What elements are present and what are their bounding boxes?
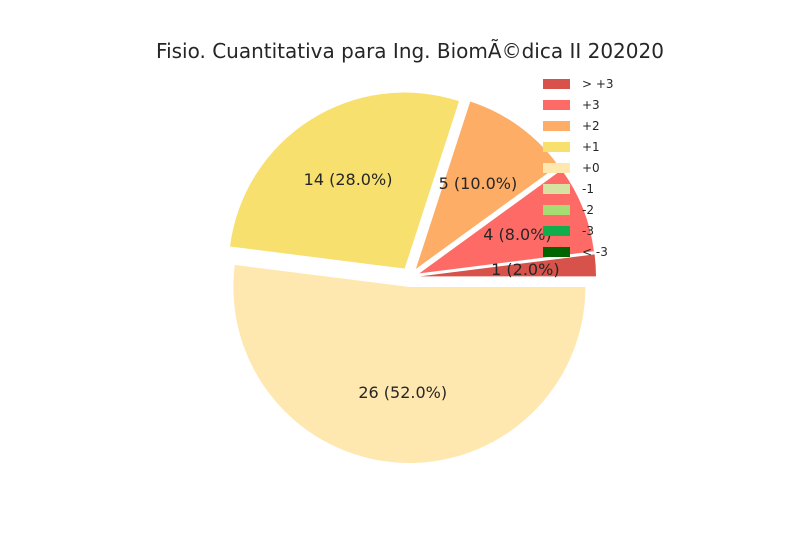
legend-swatch-3 bbox=[543, 142, 570, 152]
legend-swatch-2 bbox=[543, 121, 570, 131]
legend-swatch-8 bbox=[543, 247, 570, 257]
legend-label-6: -2 bbox=[582, 203, 594, 217]
slice-label-1: 4 (8.0%) bbox=[483, 225, 551, 244]
slice-label-3: 14 (28.0%) bbox=[304, 170, 393, 189]
pie-slice-4 bbox=[233, 264, 586, 463]
legend-label-7: -3 bbox=[582, 224, 594, 238]
legend-entry-7: -3 bbox=[543, 224, 594, 238]
legend-swatch-6 bbox=[543, 205, 570, 215]
legend-entry-2: +2 bbox=[543, 119, 600, 133]
legend-label-0: > +3 bbox=[582, 77, 614, 91]
legend-label-3: +1 bbox=[582, 140, 600, 154]
slice-label-2: 5 (10.0%) bbox=[439, 174, 518, 193]
slice-label-0: 1 (2.0%) bbox=[491, 260, 559, 279]
pie-slice-2 bbox=[415, 101, 559, 269]
legend-label-5: -1 bbox=[582, 182, 594, 196]
legend-entry-6: -2 bbox=[543, 203, 594, 217]
legend-swatch-4 bbox=[543, 163, 570, 173]
legend-entry-0: > +3 bbox=[543, 77, 614, 91]
pie-slice-0 bbox=[419, 254, 596, 277]
legend-entry-5: -1 bbox=[543, 182, 594, 196]
legend-swatch-1 bbox=[543, 100, 570, 110]
legend-entry-4: +0 bbox=[543, 161, 600, 175]
legend-entry-1: +3 bbox=[543, 98, 600, 112]
pie-slice-labels: 1 (2.0%) 4 (8.0%) 5 (10.0%) 14 (28.0%) 26 (5… bbox=[304, 170, 560, 402]
legend-label-1: +3 bbox=[582, 98, 600, 112]
legend-label-2: +2 bbox=[582, 119, 600, 133]
pie-slice-3 bbox=[230, 92, 460, 269]
legend-entry-3: +1 bbox=[543, 140, 600, 154]
legend-label-8: < -3 bbox=[582, 245, 608, 259]
legend-swatch-0 bbox=[543, 79, 570, 89]
legend-swatch-7 bbox=[543, 226, 570, 236]
legend: > +3 +3 +2 +1 +0 -1 -2 -3 < -3 bbox=[543, 77, 614, 259]
legend-label-4: +0 bbox=[582, 161, 600, 175]
legend-entry-8: < -3 bbox=[543, 245, 608, 259]
legend-swatch-5 bbox=[543, 184, 570, 194]
slice-label-4: 26 (52.0%) bbox=[358, 383, 447, 402]
chart-title: Fisio. Cuantitativa para Ing. BiomÃ©dica… bbox=[156, 39, 664, 63]
pie-slices bbox=[230, 92, 596, 463]
